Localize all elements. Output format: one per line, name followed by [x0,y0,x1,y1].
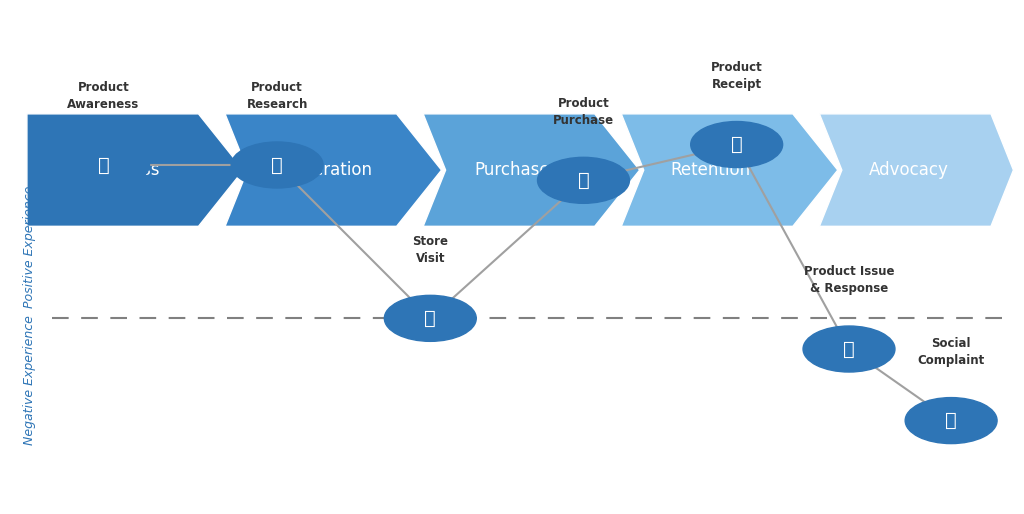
Polygon shape [423,114,640,226]
Polygon shape [27,114,244,226]
Text: 🏢: 🏢 [424,309,436,328]
Text: Retention: Retention [671,161,751,179]
Circle shape [231,142,324,188]
Circle shape [384,296,476,341]
Polygon shape [225,114,441,226]
Text: Product
Receipt: Product Receipt [711,61,763,91]
Text: Product
Research: Product Research [247,81,308,112]
Text: Positive Experience: Positive Experience [24,186,37,308]
Text: Advocacy: Advocacy [868,161,948,179]
Circle shape [691,121,782,168]
Text: Purchase: Purchase [474,161,550,179]
Text: Consideration: Consideration [257,161,372,179]
Text: Product
Awareness: Product Awareness [68,81,139,112]
Text: Store
Visit: Store Visit [413,235,449,265]
Text: 🚚: 🚚 [731,135,742,154]
Text: Product Issue
& Response: Product Issue & Response [804,265,894,296]
Text: 🌐: 🌐 [945,411,957,430]
Text: ❓: ❓ [843,340,855,359]
Text: 💲: 💲 [578,171,590,190]
Polygon shape [622,114,838,226]
Polygon shape [819,114,1014,226]
Circle shape [57,142,150,188]
Text: Awareness: Awareness [72,161,161,179]
Circle shape [803,326,895,372]
Text: 🖥: 🖥 [271,155,283,174]
Circle shape [538,157,630,204]
Circle shape [905,398,997,444]
Text: 🗨: 🗨 [97,155,110,174]
Text: Product
Purchase: Product Purchase [553,97,614,126]
Text: Social
Complaint: Social Complaint [918,337,985,367]
Text: Negative Experience: Negative Experience [24,315,37,445]
